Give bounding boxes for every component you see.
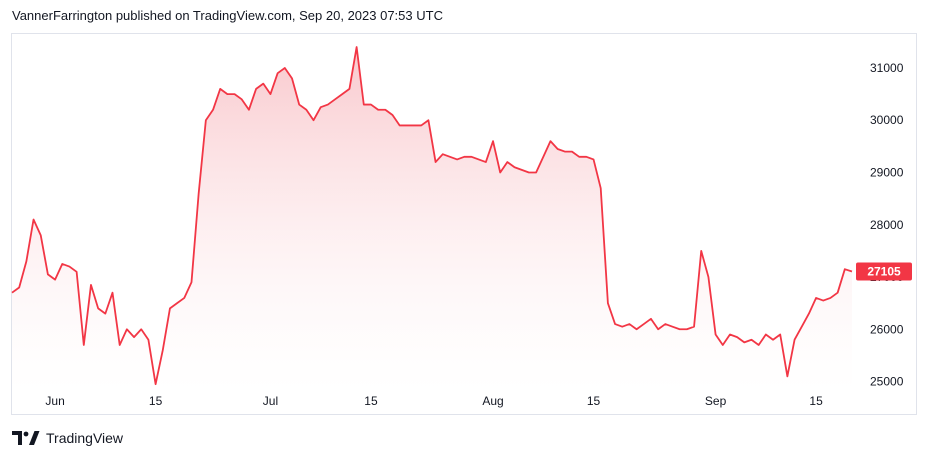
- y-tick-label: 29000: [870, 165, 904, 179]
- x-tick-label: Sep: [705, 394, 727, 408]
- chart-frame: [11, 33, 917, 415]
- last-price-badge: [856, 262, 912, 281]
- x-tick-label: 15: [587, 394, 601, 408]
- y-tick-label: 30000: [870, 113, 904, 127]
- x-tick-label: Jul: [263, 394, 278, 408]
- y-tick-label: 31000: [870, 61, 904, 75]
- tradingview-logo-icon[interactable]: [12, 431, 40, 445]
- tradingview-brand[interactable]: TradingView: [46, 430, 124, 446]
- publisher-line: VannerFarrington published on TradingVie…: [12, 8, 443, 23]
- x-tick-label: 15: [364, 394, 378, 408]
- x-tick-label: 15: [149, 394, 163, 408]
- y-tick-label: 28000: [870, 218, 904, 232]
- x-tick-label: Aug: [482, 394, 503, 408]
- y-tick-label: 26000: [870, 322, 904, 336]
- x-tick-label: Jun: [45, 394, 64, 408]
- price-line: [11, 46, 853, 386]
- price-area-fill: [12, 47, 852, 392]
- y-tick-label: 25000: [870, 375, 904, 389]
- x-tick-label: 15: [809, 394, 823, 408]
- last-price-label: 27105: [867, 265, 901, 279]
- footer: TradingView: [12, 428, 123, 448]
